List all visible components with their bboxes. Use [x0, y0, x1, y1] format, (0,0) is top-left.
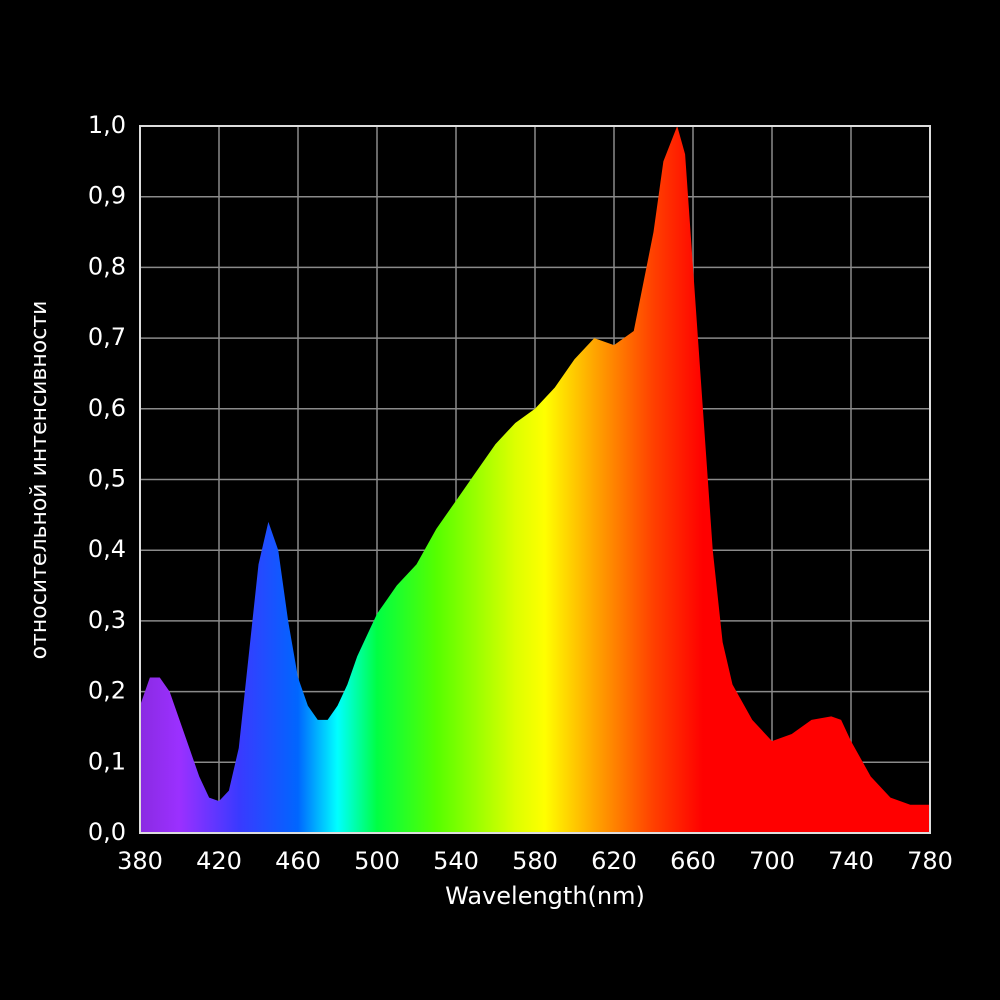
x-tick-label: 740 — [828, 847, 874, 875]
x-tick-label: 580 — [512, 847, 558, 875]
y-tick-label: 0,8 — [88, 252, 126, 280]
x-tick-label: 540 — [433, 847, 479, 875]
y-tick-label: 0,4 — [88, 535, 126, 563]
x-axis-label: Wavelength(nm) — [445, 882, 645, 910]
x-tick-label: 460 — [275, 847, 321, 875]
y-tick-label: 0,5 — [88, 465, 126, 493]
y-tick-label: 0,9 — [88, 182, 126, 210]
y-tick-label: 0,6 — [88, 394, 126, 422]
x-tick-label: 780 — [907, 847, 953, 875]
spectrum-area — [140, 126, 930, 833]
y-tick-label: 0,3 — [88, 606, 126, 634]
y-tick-label: 0,0 — [88, 818, 126, 846]
y-tick-label: 0,1 — [88, 747, 126, 775]
y-tick-label: 0,7 — [88, 323, 126, 351]
x-tick-label: 620 — [591, 847, 637, 875]
plot — [140, 126, 930, 833]
plot-frame — [139, 125, 931, 834]
x-tick-label: 420 — [196, 847, 242, 875]
y-axis-label: относительной интенсивности — [27, 301, 52, 660]
y-tick-label: 1,0 — [88, 111, 126, 139]
x-tick-label: 380 — [117, 847, 163, 875]
x-tick-label: 700 — [749, 847, 795, 875]
x-tick-label: 500 — [354, 847, 400, 875]
y-tick-label: 0,2 — [88, 677, 126, 705]
x-tick-label: 660 — [670, 847, 716, 875]
